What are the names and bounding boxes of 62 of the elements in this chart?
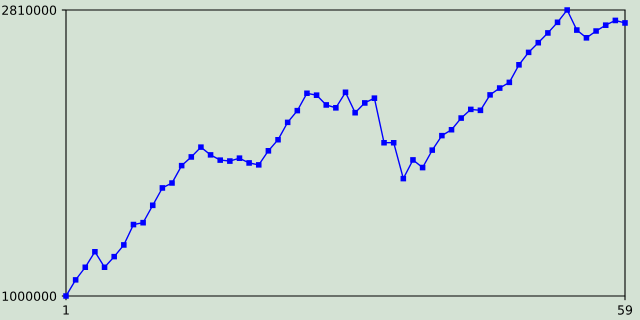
point bbox=[429, 147, 436, 153]
point bbox=[188, 154, 194, 160]
point bbox=[169, 180, 175, 186]
point bbox=[622, 20, 628, 26]
point bbox=[352, 110, 358, 116]
point bbox=[227, 158, 233, 164]
point bbox=[602, 22, 608, 28]
point bbox=[545, 30, 551, 36]
point bbox=[381, 140, 387, 146]
point bbox=[584, 35, 590, 41]
point bbox=[304, 90, 310, 96]
point bbox=[526, 50, 532, 56]
point bbox=[72, 277, 78, 283]
point bbox=[372, 95, 378, 101]
point bbox=[178, 162, 184, 168]
point bbox=[410, 157, 416, 163]
point bbox=[294, 108, 300, 114]
point bbox=[82, 264, 88, 270]
point bbox=[111, 254, 117, 260]
point bbox=[266, 148, 272, 154]
point bbox=[150, 202, 156, 208]
y-tick-label: 1000000 bbox=[2, 291, 56, 301]
point bbox=[420, 164, 426, 170]
x-tick-label: 1 bbox=[63, 305, 69, 315]
point bbox=[487, 92, 493, 98]
point bbox=[102, 264, 108, 270]
point bbox=[217, 157, 223, 163]
point bbox=[612, 18, 618, 24]
point bbox=[342, 90, 348, 96]
point bbox=[246, 160, 252, 166]
point bbox=[554, 20, 560, 26]
point bbox=[208, 152, 214, 158]
point bbox=[439, 132, 445, 138]
point bbox=[468, 106, 474, 112]
point bbox=[593, 28, 599, 34]
point bbox=[160, 185, 166, 191]
point bbox=[130, 222, 136, 228]
point bbox=[198, 144, 204, 150]
point bbox=[140, 220, 146, 226]
y-tick-label: 2810000 bbox=[2, 5, 56, 15]
point bbox=[496, 85, 502, 91]
point bbox=[275, 136, 281, 143]
point bbox=[362, 100, 368, 106]
point bbox=[236, 155, 242, 161]
point bbox=[535, 40, 542, 46]
point bbox=[92, 248, 98, 255]
x-tick-label: 59 bbox=[618, 305, 632, 315]
point bbox=[390, 140, 396, 146]
point bbox=[323, 102, 329, 108]
point bbox=[574, 27, 580, 33]
point bbox=[564, 7, 570, 13]
point bbox=[448, 126, 454, 133]
point bbox=[506, 80, 512, 86]
point bbox=[314, 92, 320, 98]
point bbox=[256, 162, 262, 168]
point bbox=[400, 176, 406, 182]
point bbox=[478, 108, 484, 114]
point bbox=[333, 105, 339, 111]
point bbox=[458, 115, 464, 121]
point bbox=[284, 120, 290, 126]
point bbox=[121, 242, 127, 248]
point bbox=[516, 62, 522, 68]
